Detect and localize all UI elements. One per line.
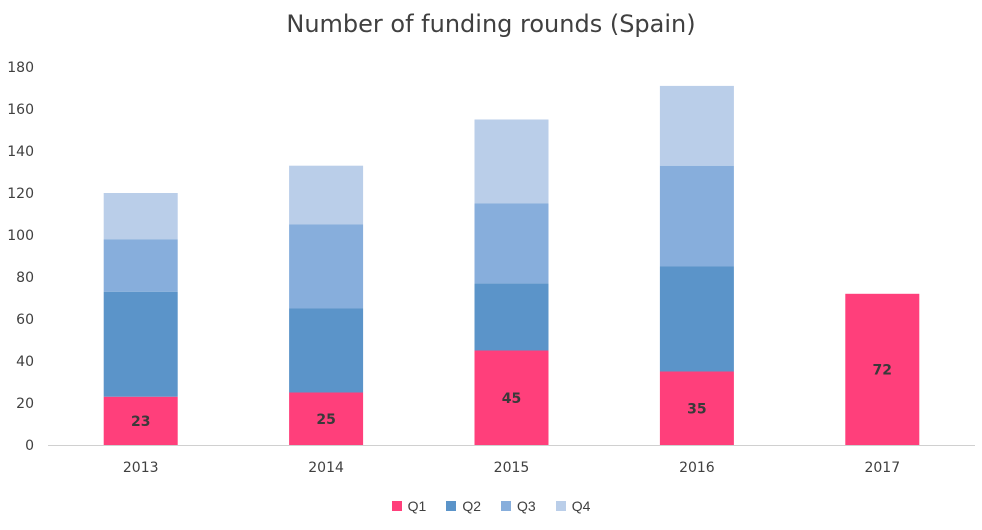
x-tick-label: 2017 xyxy=(864,460,900,476)
y-tick-label: 80 xyxy=(16,270,34,286)
legend-item-q4: Q4 xyxy=(555,498,591,514)
data-label: 72 xyxy=(873,362,892,378)
x-tick-label: 2016 xyxy=(679,460,715,476)
y-tick-label: 120 xyxy=(7,186,34,202)
bar-q1-2015 xyxy=(474,350,549,445)
legend-label: Q2 xyxy=(462,498,481,514)
bar-q3-2015 xyxy=(474,203,549,284)
y-tick-label: 60 xyxy=(16,312,34,328)
data-label: 45 xyxy=(502,391,521,407)
legend: Q1 Q2 Q3 Q4 xyxy=(0,498,982,514)
bars: 23 25 45 35 72 xyxy=(103,85,920,445)
y-tick-label: 0 xyxy=(25,438,34,454)
bar-q4-2015 xyxy=(474,119,549,204)
x-tick-label: 2015 xyxy=(494,460,530,476)
data-label: 23 xyxy=(131,414,150,430)
y-tick-label: 40 xyxy=(16,354,34,370)
y-tick-label: 100 xyxy=(7,228,34,244)
chart-title: Number of funding rounds (Spain) xyxy=(286,10,696,38)
y-tick-label: 140 xyxy=(7,144,34,160)
legend-swatch xyxy=(391,501,402,511)
bar-q2-2014 xyxy=(289,308,364,393)
legend-swatch xyxy=(446,501,457,511)
legend-item-q1: Q1 xyxy=(391,498,427,514)
y-axis: 0 20 40 60 80 100 120 140 160 180 xyxy=(7,60,34,454)
x-tick-label: 2014 xyxy=(308,460,344,476)
bar-q1-2014 xyxy=(289,392,364,445)
bar-q2-2015 xyxy=(474,283,549,351)
legend-item-q2: Q2 xyxy=(446,498,481,514)
bar-q4-2016 xyxy=(659,85,734,166)
bar-q3-2014 xyxy=(289,224,364,309)
bar-q1-2017 xyxy=(845,293,920,445)
bar-q3-2013 xyxy=(103,239,178,292)
bar-q4-2013 xyxy=(103,193,178,240)
y-tick-label: 20 xyxy=(16,396,34,412)
bar-q3-2016 xyxy=(659,165,734,267)
legend-swatch xyxy=(555,501,566,511)
legend-label: Q4 xyxy=(571,498,591,514)
y-tick-label: 180 xyxy=(7,60,34,76)
data-label: 35 xyxy=(687,401,706,417)
y-tick-label: 160 xyxy=(7,102,34,118)
legend-item-q3: Q3 xyxy=(501,498,536,514)
bar-q1-2016 xyxy=(659,371,734,445)
bar-q2-2013 xyxy=(103,291,178,397)
bar-q1-2013 xyxy=(103,396,178,445)
data-label: 25 xyxy=(316,412,335,428)
legend-swatch xyxy=(501,501,511,511)
x-axis: 2013 2014 2015 2016 2017 xyxy=(48,445,975,476)
legend-label: Q3 xyxy=(517,498,536,514)
bar-q2-2016 xyxy=(659,266,734,372)
bar-q4-2014 xyxy=(289,165,364,225)
legend-label: Q1 xyxy=(407,498,427,514)
x-tick-label: 2013 xyxy=(123,460,159,476)
